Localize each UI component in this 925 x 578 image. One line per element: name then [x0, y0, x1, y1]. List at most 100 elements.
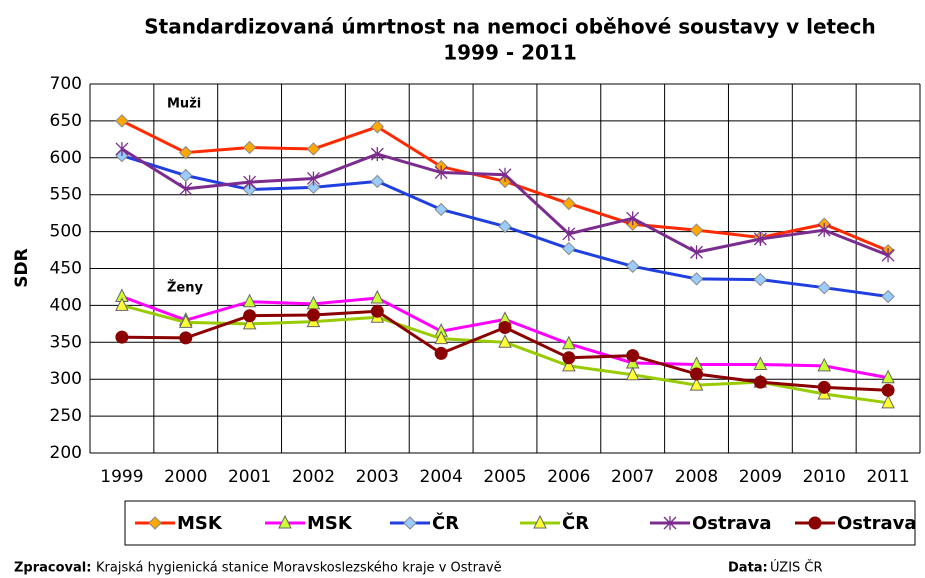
marker [370, 120, 385, 134]
marker [690, 245, 703, 260]
marker [663, 516, 677, 530]
annotation: Muži [167, 97, 201, 112]
x-tick-label: 2005 [483, 467, 526, 487]
legend-label: ČR [562, 512, 589, 534]
marker [498, 321, 512, 335]
y-tick-label: 650 [50, 111, 82, 131]
marker [403, 516, 417, 530]
marker [306, 180, 321, 195]
marker [179, 331, 193, 345]
x-tick-label: 2010 [803, 467, 846, 487]
marker [808, 516, 822, 530]
marker [307, 171, 320, 186]
y-tick-label: 600 [50, 148, 82, 168]
marker [690, 367, 704, 381]
x-tick-label: 2001 [228, 467, 271, 487]
marker [562, 351, 576, 365]
marker [562, 335, 576, 350]
chart-title: Standardizovaná úmrtnost na nemoci oběho… [144, 15, 876, 39]
marker [179, 181, 193, 196]
y-tick-label: 700 [50, 74, 82, 94]
x-tick-label: 2011 [866, 467, 909, 487]
marker [498, 334, 512, 348]
x-tick-label: 2006 [547, 467, 590, 487]
x-tick-label: 2003 [356, 467, 399, 487]
marker [498, 167, 512, 182]
marker [370, 174, 385, 189]
y-tick-label: 350 [50, 332, 82, 352]
x-tick-label: 2007 [611, 467, 654, 487]
marker [179, 145, 193, 160]
y-tick-label: 300 [50, 369, 82, 389]
legend-label: Ostrava [837, 513, 917, 534]
marker [115, 114, 129, 128]
marker [562, 241, 576, 256]
marker [562, 196, 576, 211]
footer-text: Krajská hygienická stanice Moravskoslezs… [96, 561, 502, 576]
marker [178, 314, 193, 328]
y-tick-label: 400 [50, 295, 82, 315]
y-tick-label: 200 [50, 443, 82, 463]
marker [881, 289, 895, 304]
legend-label: MSK [177, 513, 223, 534]
marker [562, 226, 576, 241]
marker [306, 308, 320, 322]
marker [242, 293, 257, 308]
annotation: Ženy [167, 280, 203, 296]
y-axis-label: SDR [12, 248, 32, 287]
marker [370, 147, 384, 162]
marker [115, 297, 129, 311]
legend-label: Ostrava [692, 513, 772, 534]
marker [148, 516, 162, 530]
x-tick-label: 2000 [164, 467, 207, 487]
legend-label: MSK [307, 513, 353, 534]
y-tick-label: 250 [50, 406, 82, 426]
marker [115, 330, 129, 344]
marker [689, 272, 704, 286]
x-tick-label: 2009 [739, 467, 782, 487]
marker [370, 304, 384, 318]
footer-label: Data: [728, 561, 768, 576]
marker [179, 168, 193, 183]
marker [881, 394, 895, 409]
marker [817, 380, 831, 394]
marker [434, 202, 448, 217]
marker [498, 219, 512, 234]
x-tick-label: 2002 [292, 467, 335, 487]
marker [689, 223, 704, 237]
footer-label: Zpracoval: [14, 561, 91, 576]
y-tick-label: 500 [50, 222, 82, 242]
x-tick-label: 2004 [420, 467, 463, 487]
footer-text: ÚZIS ČR [770, 560, 823, 576]
legend-label: ČR [432, 512, 459, 534]
marker [242, 315, 257, 330]
marker [881, 248, 895, 263]
marker [753, 375, 767, 389]
marker [306, 142, 321, 156]
marker [243, 175, 257, 190]
y-tick-label: 550 [50, 185, 82, 205]
marker [278, 514, 292, 529]
marker [753, 231, 767, 246]
marker [817, 223, 831, 238]
x-tick-label: 2008 [675, 467, 718, 487]
marker [434, 330, 448, 345]
marker [625, 366, 640, 381]
marker [562, 357, 576, 372]
marker [626, 349, 640, 363]
marker [533, 514, 547, 529]
marker [753, 356, 768, 370]
marker [881, 369, 895, 384]
marker [817, 280, 831, 295]
marker [689, 376, 704, 391]
marker [625, 259, 640, 273]
marker [817, 357, 832, 372]
line [121, 147, 889, 257]
marker [881, 383, 895, 397]
marker [243, 309, 257, 323]
marker [115, 141, 129, 156]
marker [242, 140, 257, 155]
marker [753, 272, 768, 287]
y-tick-label: 450 [50, 259, 82, 279]
